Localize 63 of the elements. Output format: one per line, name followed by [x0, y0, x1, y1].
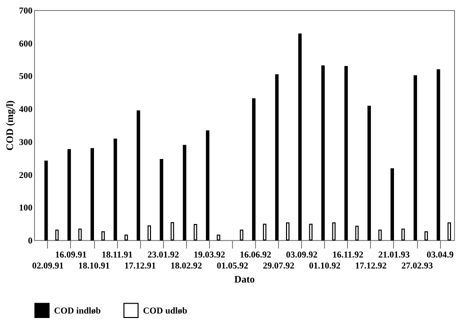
- y-tick-label: 500: [19, 71, 33, 82]
- bar: [401, 228, 405, 240]
- x-tick-label: 03.04.9: [426, 250, 454, 260]
- x-tick-label: 16.11.92: [332, 250, 364, 260]
- bar: [390, 168, 394, 240]
- bar: [148, 225, 151, 240]
- bar: [332, 222, 336, 240]
- x-tick-label: 19.03.92: [194, 250, 226, 260]
- y-tick-label: 100: [19, 202, 33, 213]
- bar: [344, 66, 348, 240]
- bar: [124, 234, 128, 240]
- bar: [262, 224, 266, 240]
- bar: [67, 149, 71, 240]
- x-axis-title: Dato: [234, 274, 255, 286]
- bar: [136, 110, 140, 240]
- bar: [182, 144, 186, 240]
- bar: [309, 224, 313, 240]
- bar: [194, 224, 198, 240]
- x-tick-label: 16.06.92: [240, 250, 272, 260]
- x-tick-label: 17.12.91: [124, 260, 156, 270]
- bar: [170, 222, 174, 240]
- legend-label: COD udløb: [143, 305, 188, 316]
- bar: [252, 98, 256, 240]
- x-tick-label: 21.01.93: [378, 250, 410, 260]
- bar: [78, 228, 82, 240]
- bar: [378, 230, 382, 240]
- bar: [414, 75, 418, 240]
- x-tick-label: 16.09.91: [55, 250, 88, 260]
- bar: [44, 160, 48, 240]
- y-tick-label: 300: [19, 136, 33, 147]
- x-tick-label: 27.02.93: [401, 260, 434, 270]
- y-axis-title: COD (mg/l): [5, 100, 16, 151]
- y-tick-label: 700: [19, 6, 33, 16]
- bar: [216, 234, 220, 240]
- legend-label: COD indløb: [54, 305, 101, 316]
- x-tick-label: 23.01.92: [147, 250, 180, 260]
- bar: [448, 222, 451, 240]
- bar: [114, 138, 118, 240]
- bar: [355, 226, 359, 240]
- bar: [424, 231, 428, 240]
- x-tick-label: 01.10.92: [309, 260, 342, 270]
- bar: [275, 74, 279, 240]
- bar: [436, 69, 440, 240]
- x-tick-label: 29.07.92: [262, 260, 295, 270]
- bar: [367, 106, 371, 240]
- y-tick-label: 200: [19, 170, 33, 180]
- y-tick-label: 600: [19, 38, 33, 48]
- bar: [206, 130, 210, 240]
- bar: [298, 33, 302, 240]
- x-tick-label: 18.11.91: [102, 250, 134, 260]
- x-tick-label: 01.05.92: [216, 260, 249, 270]
- x-tick-label: 17.12.92: [355, 260, 388, 270]
- x-tick-label: 18.02.92: [170, 260, 203, 270]
- y-tick-label: 0: [28, 236, 33, 246]
- x-tick-label: 03.09.92: [286, 250, 318, 260]
- bar: [55, 230, 59, 240]
- bar: [240, 230, 244, 240]
- x-tick-label: 02.09.91: [32, 260, 64, 270]
- x-tick-label: 18.10.91: [78, 260, 110, 270]
- y-tick-label: 400: [19, 104, 33, 114]
- bar: [101, 231, 105, 240]
- bar: [90, 148, 94, 240]
- bar: [286, 222, 290, 240]
